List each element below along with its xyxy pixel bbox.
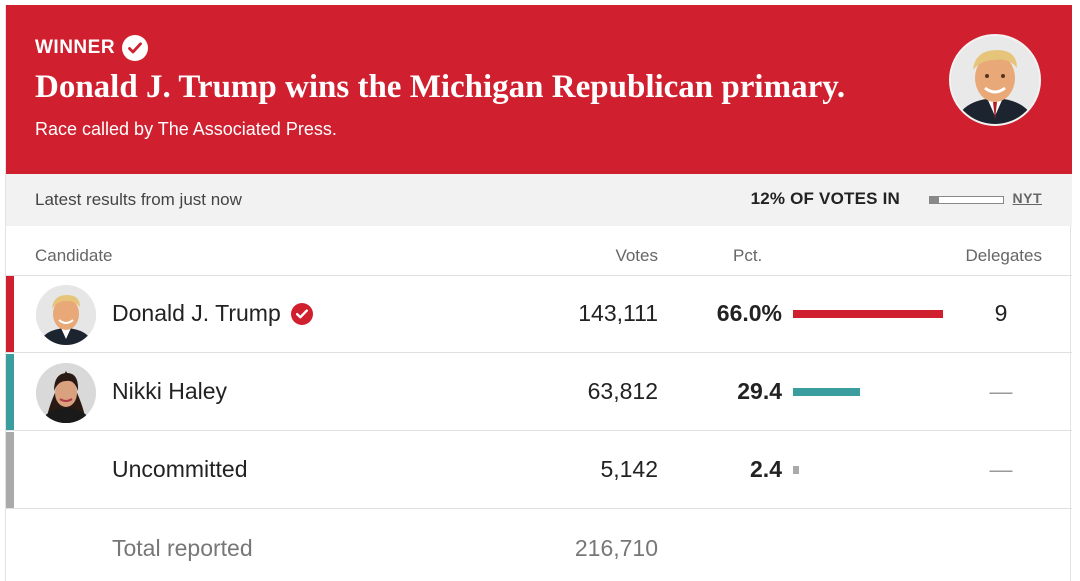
nyt-source-link[interactable]: NYT — [1012, 190, 1042, 206]
pct-bar-track — [793, 466, 943, 474]
candidate-name-text: Nikki Haley — [112, 378, 228, 404]
trump-portrait-icon — [949, 34, 1041, 126]
candidate-votes: 5,142 — [600, 456, 658, 482]
candidate-pct: 2.4 — [750, 456, 782, 482]
votes-in-progress-fill — [930, 197, 939, 203]
winner-label: WINNER — [35, 37, 116, 58]
winner-row: WINNER — [35, 35, 149, 61]
row-color-accent — [6, 354, 14, 430]
pct-bar-track — [793, 388, 943, 396]
results-status-bar: Latest results from just now 12% OF VOTE… — [6, 174, 1072, 226]
pct-bar — [793, 388, 860, 396]
winner-check-icon — [290, 302, 313, 325]
candidate-name: Uncommitted — [112, 456, 247, 483]
candidate-delegates: — — [989, 378, 1013, 404]
pct-bar-track — [793, 310, 943, 318]
winner-banner: WINNER Donald J. Trump wins the Michigan… — [6, 5, 1072, 174]
candidate-name: Nikki Haley — [112, 378, 227, 405]
candidate-name-text: Uncommitted — [112, 456, 248, 482]
results-card: WINNER Donald J. Trump wins the Michigan… — [5, 5, 1072, 581]
candidate-votes: 63,812 — [587, 378, 658, 404]
trump-avatar-icon — [36, 285, 96, 345]
candidate-name: Donald J. Trump — [112, 300, 313, 327]
header-votes: Votes — [615, 246, 658, 265]
row-color-accent — [6, 276, 14, 352]
table-header-row: Candidate Votes Pct. Delegates — [6, 226, 1072, 276]
latest-results-text: Latest results from just now — [35, 190, 242, 209]
table-row: Nikki Haley 63,812 29.4 — — [6, 354, 1072, 431]
votes-in-progress-bar — [929, 196, 1004, 204]
table-row: Donald J. Trump 143,111 66.0% 9 — [6, 276, 1072, 353]
candidate-name-text: Donald J. Trump — [112, 300, 281, 326]
header-delegates: Delegates — [965, 246, 1042, 265]
headline: Donald J. Trump wins the Michigan Republ… — [35, 69, 846, 105]
pct-bar — [793, 466, 799, 474]
header-candidate: Candidate — [35, 246, 113, 265]
candidate-pct: 29.4 — [737, 378, 782, 404]
total-row: Total reported 216,710 — [6, 508, 1072, 581]
total-label: Total reported — [112, 535, 253, 561]
candidate-delegates: 9 — [994, 300, 1008, 326]
votes-in-label: 12% OF VOTES IN — [750, 189, 900, 208]
candidate-pct: 66.0% — [716, 300, 782, 326]
header-pct: Pct. — [733, 246, 763, 265]
total-votes: 216,710 — [574, 535, 658, 561]
row-color-accent — [6, 432, 14, 508]
candidate-delegates: — — [989, 456, 1013, 482]
haley-avatar-icon — [36, 363, 96, 423]
table-row: Uncommitted 5,142 2.4 — — [6, 432, 1072, 509]
race-called-note: Race called by The Associated Press. — [35, 119, 337, 139]
pct-bar — [793, 310, 943, 318]
checkmark-icon — [122, 35, 149, 61]
candidate-votes: 143,111 — [578, 300, 658, 326]
